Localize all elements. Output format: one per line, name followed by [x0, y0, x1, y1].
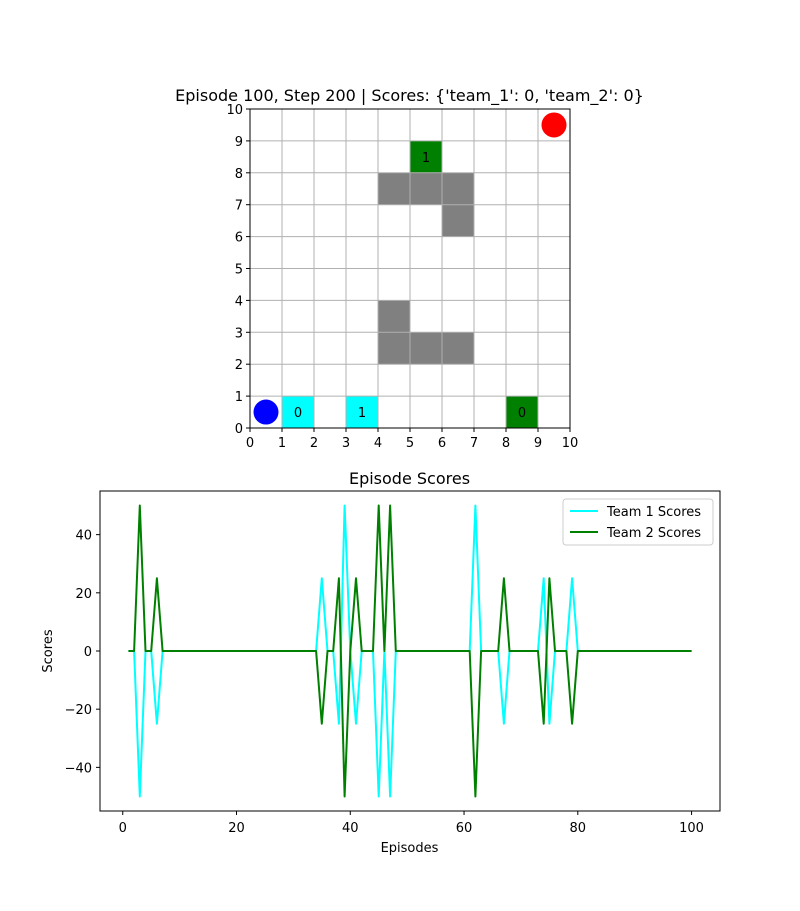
red-base-marker: [541, 112, 567, 138]
x-tick-label: 8: [502, 436, 510, 451]
obstacle-cell: [378, 172, 410, 205]
y-tick-label: −20: [65, 703, 92, 718]
y-tick-label: 6: [235, 231, 243, 246]
obstacle-cell: [442, 172, 474, 205]
legend-label-team-2: Team 2 Scores: [606, 526, 701, 541]
x-tick-label: 9: [534, 436, 542, 451]
y-tick-label: 1: [235, 390, 243, 405]
agent-cell: [346, 396, 378, 428]
agent-cell: [506, 396, 538, 428]
obstacle-cell: [378, 300, 410, 333]
x-tick-label: 10: [562, 436, 579, 451]
x-tick-label: 80: [570, 821, 587, 836]
y-tick-label: 0: [84, 645, 92, 660]
obstacle-cell: [410, 172, 442, 205]
x-tick-label: 4: [374, 436, 382, 451]
x-tick-label: 5: [406, 436, 414, 451]
episode-scores-chart: Episode Scores 0 20 40 60 80 100 −40 −20 0 20 40 E…: [41, 469, 721, 856]
x-tick-label: 1: [278, 436, 286, 451]
agent-cell: [410, 140, 442, 173]
grid-world-title: Episode 100, Step 200 | Scores: {'team_1…: [175, 86, 644, 106]
team-2-scores-line: [128, 504, 692, 798]
y-tick-label: −40: [65, 761, 92, 776]
x-tick-label: 20: [228, 821, 245, 836]
x-tick-label: 60: [456, 821, 473, 836]
legend-label-team-1: Team 1 Scores: [606, 505, 701, 520]
agent-cell: [282, 396, 314, 428]
y-tick-label: 40: [75, 529, 92, 544]
y-tick-label: 0: [235, 422, 243, 437]
obstacle-cell: [378, 332, 410, 365]
blue-base-marker: [253, 399, 279, 425]
x-tick-label: 7: [470, 436, 478, 451]
y-tick-label: 4: [235, 294, 243, 309]
y-tick-label: 2: [235, 358, 243, 373]
y-tick-label: 3: [235, 326, 243, 341]
agent-label: 1: [358, 406, 366, 421]
x-tick-label: 6: [438, 436, 446, 451]
agent-label: 0: [518, 406, 526, 421]
y-tick-label: 8: [235, 167, 243, 182]
x-tick-label: 0: [119, 821, 127, 836]
y-tick-label: 9: [235, 135, 243, 150]
y-tick-label: 20: [75, 587, 92, 602]
obstacle-cell: [410, 332, 442, 365]
x-tick-label: 2: [310, 436, 318, 451]
x-tick-label: 3: [342, 436, 350, 451]
x-axis-label: Episodes: [381, 841, 439, 856]
y-axis-label: Scores: [41, 629, 56, 672]
x-tick-label: 100: [679, 821, 704, 836]
legend: Team 1 Scores Team 2 Scores: [562, 498, 714, 546]
agent-label: 1: [422, 151, 430, 166]
legend-box: [562, 498, 714, 546]
agent-label: 0: [294, 406, 302, 421]
scores-chart-title: Episode Scores: [349, 469, 470, 488]
y-tick-label: 7: [235, 199, 243, 214]
grid-world-plot: Episode 100, Step 200 | Scores: {'team_1…: [175, 86, 644, 451]
x-tick-label: 40: [342, 821, 359, 836]
x-tick-label: 0: [246, 436, 254, 451]
obstacle-cell: [442, 332, 474, 365]
scores-chart-axes: 0 20 40 60 80 100 −40 −20 0 20 40: [65, 490, 721, 836]
obstacle-cell: [442, 204, 474, 237]
y-tick-label: 10: [226, 103, 243, 118]
y-tick-label: 5: [235, 263, 243, 278]
